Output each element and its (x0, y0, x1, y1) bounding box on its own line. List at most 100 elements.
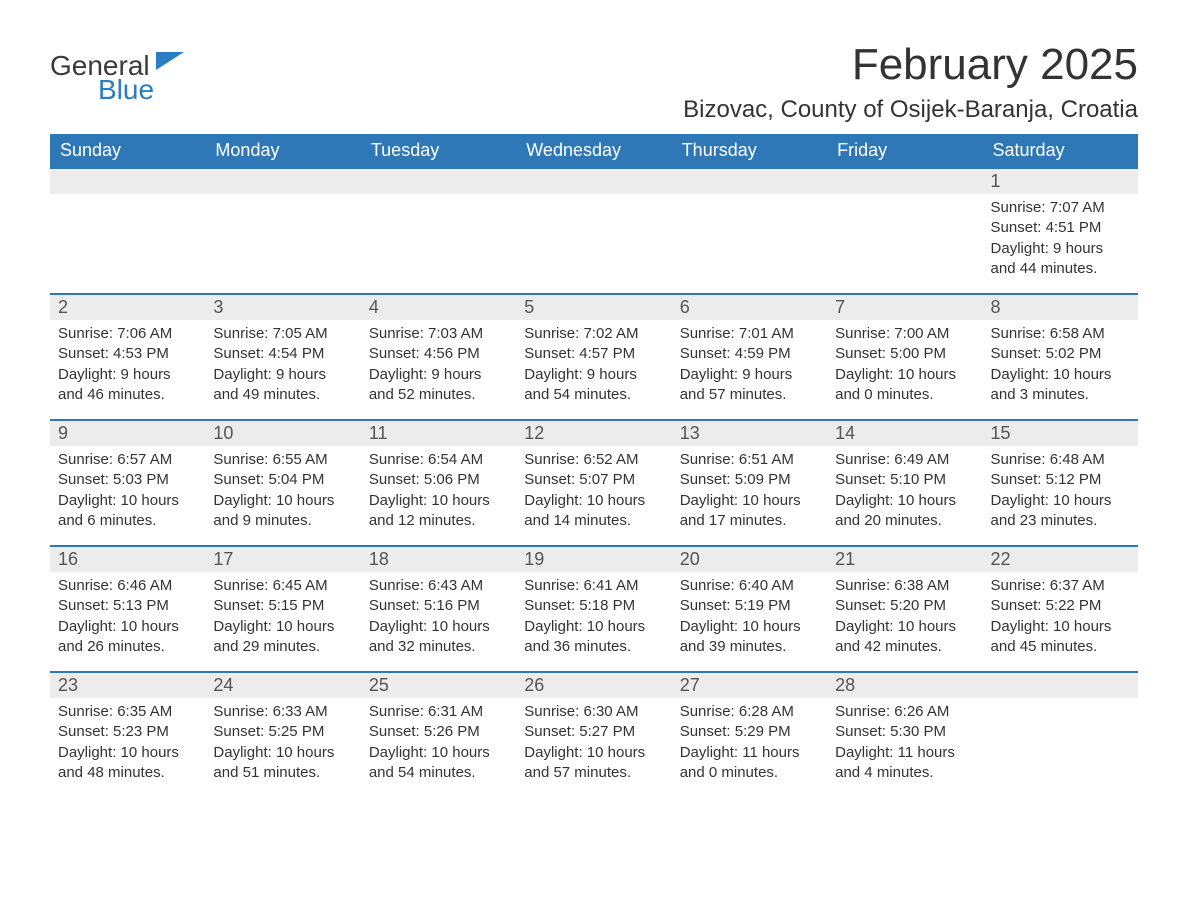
day-details-cell: Sunrise: 7:02 AMSunset: 4:57 PMDaylight:… (516, 320, 671, 420)
day-number-row: 1 (50, 168, 1138, 194)
day-dl1: Daylight: 10 hours (524, 743, 663, 763)
day-details-cell: Sunrise: 6:35 AMSunset: 5:23 PMDaylight:… (50, 698, 205, 797)
day-dl2: and 17 minutes. (680, 511, 819, 531)
day-number-cell: 10 (205, 420, 360, 446)
day-number-cell (827, 168, 982, 194)
day-details-cell: Sunrise: 6:37 AMSunset: 5:22 PMDaylight:… (983, 572, 1138, 672)
day-number-cell: 17 (205, 546, 360, 572)
day-dl2: and 14 minutes. (524, 511, 663, 531)
day-dl1: Daylight: 9 hours (680, 365, 819, 385)
day-sunset: Sunset: 5:09 PM (680, 470, 819, 490)
day-sunset: Sunset: 5:03 PM (58, 470, 197, 490)
day-details-cell: Sunrise: 7:06 AMSunset: 4:53 PMDaylight:… (50, 320, 205, 420)
day-dl1: Daylight: 10 hours (524, 491, 663, 511)
day-number-cell: 28 (827, 672, 982, 698)
day-number-cell: 20 (672, 546, 827, 572)
day-dl2: and 20 minutes. (835, 511, 974, 531)
day-details-cell: Sunrise: 7:07 AMSunset: 4:51 PMDaylight:… (983, 194, 1138, 294)
day-details-cell: Sunrise: 6:48 AMSunset: 5:12 PMDaylight:… (983, 446, 1138, 546)
day-sunrise: Sunrise: 6:30 AM (524, 702, 663, 722)
day-details-cell: Sunrise: 6:54 AMSunset: 5:06 PMDaylight:… (361, 446, 516, 546)
day-sunset: Sunset: 5:04 PM (213, 470, 352, 490)
day-number-cell (672, 168, 827, 194)
day-dl1: Daylight: 10 hours (991, 617, 1130, 637)
day-details-cell: Sunrise: 6:52 AMSunset: 5:07 PMDaylight:… (516, 446, 671, 546)
day-number-cell: 11 (361, 420, 516, 446)
day-details-cell: Sunrise: 7:00 AMSunset: 5:00 PMDaylight:… (827, 320, 982, 420)
day-number-cell (983, 672, 1138, 698)
day-details-cell (361, 194, 516, 294)
day-sunset: Sunset: 4:56 PM (369, 344, 508, 364)
day-sunrise: Sunrise: 6:38 AM (835, 576, 974, 596)
day-sunrise: Sunrise: 7:01 AM (680, 324, 819, 344)
logo-word2: Blue (98, 74, 154, 106)
day-details-cell: Sunrise: 6:33 AMSunset: 5:25 PMDaylight:… (205, 698, 360, 797)
day-dl2: and 57 minutes. (680, 385, 819, 405)
day-number-cell: 13 (672, 420, 827, 446)
day-dl1: Daylight: 10 hours (58, 491, 197, 511)
day-details-cell: Sunrise: 6:49 AMSunset: 5:10 PMDaylight:… (827, 446, 982, 546)
day-dl2: and 23 minutes. (991, 511, 1130, 531)
day-sunrise: Sunrise: 7:05 AM (213, 324, 352, 344)
day-dl2: and 44 minutes. (991, 259, 1130, 279)
day-sunset: Sunset: 5:02 PM (991, 344, 1130, 364)
calendar-table: Sunday Monday Tuesday Wednesday Thursday… (50, 134, 1138, 797)
day-details-cell (516, 194, 671, 294)
day-sunrise: Sunrise: 6:52 AM (524, 450, 663, 470)
day-sunrise: Sunrise: 6:43 AM (369, 576, 508, 596)
day-details-cell: Sunrise: 6:43 AMSunset: 5:16 PMDaylight:… (361, 572, 516, 672)
day-sunset: Sunset: 5:29 PM (680, 722, 819, 742)
day-sunset: Sunset: 5:13 PM (58, 596, 197, 616)
day-number-row: 2345678 (50, 294, 1138, 320)
day-dl1: Daylight: 10 hours (369, 617, 508, 637)
weekday-header: Tuesday (361, 134, 516, 168)
day-sunrise: Sunrise: 7:06 AM (58, 324, 197, 344)
day-details-row: Sunrise: 6:57 AMSunset: 5:03 PMDaylight:… (50, 446, 1138, 546)
day-dl2: and 52 minutes. (369, 385, 508, 405)
day-details-cell: Sunrise: 6:46 AMSunset: 5:13 PMDaylight:… (50, 572, 205, 672)
day-sunrise: Sunrise: 7:02 AM (524, 324, 663, 344)
day-sunset: Sunset: 5:00 PM (835, 344, 974, 364)
day-details-cell (983, 698, 1138, 797)
day-details-cell (827, 194, 982, 294)
day-sunrise: Sunrise: 6:40 AM (680, 576, 819, 596)
day-sunrise: Sunrise: 6:55 AM (213, 450, 352, 470)
day-number-cell: 18 (361, 546, 516, 572)
day-dl1: Daylight: 10 hours (213, 491, 352, 511)
day-details-cell: Sunrise: 6:55 AMSunset: 5:04 PMDaylight:… (205, 446, 360, 546)
day-dl1: Daylight: 10 hours (835, 365, 974, 385)
day-sunrise: Sunrise: 6:54 AM (369, 450, 508, 470)
day-number-cell: 6 (672, 294, 827, 320)
day-sunset: Sunset: 4:51 PM (991, 218, 1130, 238)
day-sunset: Sunset: 5:06 PM (369, 470, 508, 490)
day-dl1: Daylight: 10 hours (991, 365, 1130, 385)
day-sunset: Sunset: 4:57 PM (524, 344, 663, 364)
day-details-cell (205, 194, 360, 294)
day-dl2: and 0 minutes. (680, 763, 819, 783)
day-sunrise: Sunrise: 7:00 AM (835, 324, 974, 344)
day-sunset: Sunset: 5:07 PM (524, 470, 663, 490)
day-dl1: Daylight: 10 hours (524, 617, 663, 637)
day-dl2: and 51 minutes. (213, 763, 352, 783)
day-details-cell (672, 194, 827, 294)
day-sunset: Sunset: 5:12 PM (991, 470, 1130, 490)
day-sunrise: Sunrise: 6:26 AM (835, 702, 974, 722)
day-details-cell: Sunrise: 6:38 AMSunset: 5:20 PMDaylight:… (827, 572, 982, 672)
day-dl1: Daylight: 10 hours (58, 617, 197, 637)
day-sunrise: Sunrise: 7:03 AM (369, 324, 508, 344)
day-number-cell: 12 (516, 420, 671, 446)
day-dl1: Daylight: 10 hours (680, 491, 819, 511)
day-dl2: and 57 minutes. (524, 763, 663, 783)
day-number-cell: 25 (361, 672, 516, 698)
day-sunrise: Sunrise: 6:31 AM (369, 702, 508, 722)
day-number-cell: 14 (827, 420, 982, 446)
day-sunset: Sunset: 5:18 PM (524, 596, 663, 616)
logo: General Blue (50, 40, 184, 106)
day-number-cell: 5 (516, 294, 671, 320)
day-dl2: and 49 minutes. (213, 385, 352, 405)
day-number-row: 232425262728 (50, 672, 1138, 698)
day-sunrise: Sunrise: 6:49 AM (835, 450, 974, 470)
day-number-cell: 22 (983, 546, 1138, 572)
logo-triangle-icon (156, 50, 184, 75)
day-dl2: and 26 minutes. (58, 637, 197, 657)
